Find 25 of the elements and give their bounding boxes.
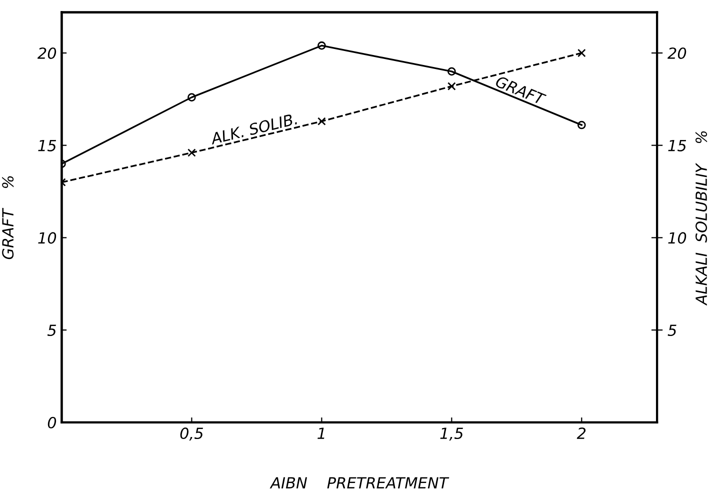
point [447, 67, 456, 76]
point [188, 148, 196, 157]
point [318, 41, 326, 50]
y-tick-label: 0 [48, 416, 56, 428]
x-tick-label: 0,5 [180, 428, 203, 441]
point [577, 120, 586, 130]
x-tick-label: 1,5 [440, 428, 463, 441]
x-axis-title: AIBN PRETREATMENT [270, 477, 450, 488]
y-axis-title: GRAFT % [2, 176, 14, 260]
x-tick-label: 2 [576, 428, 586, 439]
y2-tick-label: 20 [668, 47, 686, 60]
y2-axis-title: ALKALI SOLUBILIY % [695, 131, 708, 306]
point [188, 93, 196, 102]
y-tick-label: 15 [38, 140, 56, 152]
point [577, 48, 586, 58]
y-tick-label: 20 [37, 47, 56, 60]
point [447, 82, 456, 90]
y-tick-label: 5 [47, 324, 56, 336]
text: ALK. SOLIB. [209, 112, 298, 145]
y2-tick-label: 10 [668, 232, 686, 244]
y2-tick-label: 15 [668, 140, 686, 152]
y-tick-label: 10 [38, 232, 56, 244]
y2-tick-label: 5 [668, 324, 676, 336]
point [318, 117, 326, 126]
x-tick-label: 1 [318, 428, 324, 439]
